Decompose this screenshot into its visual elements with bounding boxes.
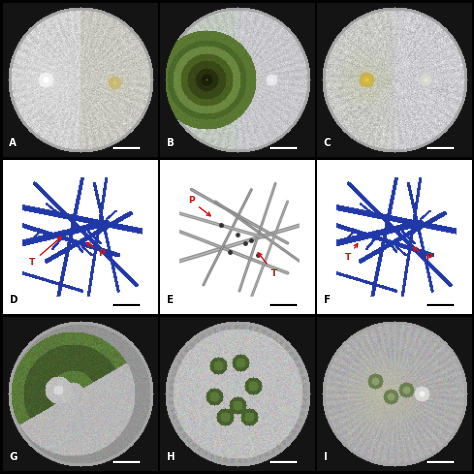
Text: E: E xyxy=(166,295,173,305)
Text: T: T xyxy=(258,253,277,278)
Text: P: P xyxy=(87,243,105,257)
Text: T: T xyxy=(345,244,358,262)
Text: C: C xyxy=(323,138,330,148)
Text: H: H xyxy=(166,452,174,462)
Text: T: T xyxy=(29,237,61,267)
Text: F: F xyxy=(323,295,330,305)
Text: P: P xyxy=(413,247,431,262)
Text: B: B xyxy=(166,138,173,148)
Text: G: G xyxy=(9,452,17,462)
Text: I: I xyxy=(323,452,327,462)
Text: A: A xyxy=(9,138,17,148)
Text: D: D xyxy=(9,295,17,305)
Text: P: P xyxy=(188,196,210,216)
